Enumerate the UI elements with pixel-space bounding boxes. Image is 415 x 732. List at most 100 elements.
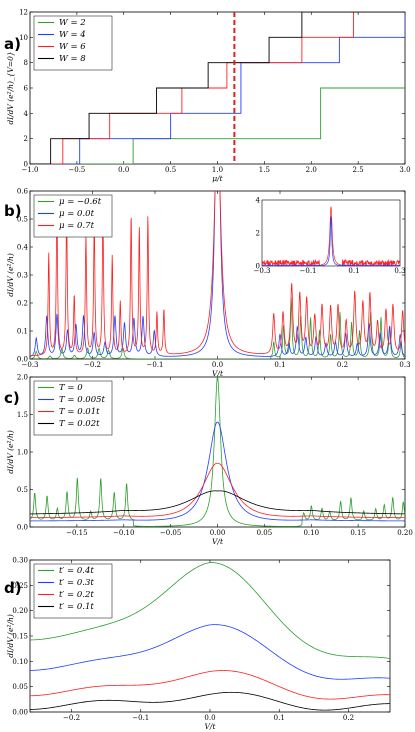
panel-d-axes: d) −0.2 −0.1 0.0 0.1 0.2 0.00 0.05 0.10 0.15 0.20 0… (4, 557, 391, 731)
y-tick-label: 0.05 (12, 683, 28, 691)
series-line-tp3 (30, 691, 390, 711)
y-tick-label: 0.15 (12, 633, 28, 641)
inset-y-tick-label: 4 (256, 197, 261, 205)
x-tick-label: 0.1 (274, 714, 285, 722)
x-tick-label: 0.3 (399, 361, 410, 369)
y-tick-label: 10 (19, 34, 28, 42)
y-axis-label: dI/dV (e²/h)_{V=0} (6, 51, 15, 124)
y-tick-label: 0.4 (17, 244, 29, 252)
y-tick-label: 0.6 (17, 188, 29, 196)
y-tick-label: 0.3 (17, 272, 28, 280)
series-line-mu-0p7 (30, 191, 405, 357)
panel-letter: b) (4, 202, 22, 220)
series-group (30, 191, 405, 359)
y-tick-label: 0 (24, 161, 28, 169)
inset-x-tick-label: −0.1 (300, 267, 317, 275)
legend-box (33, 15, 113, 71)
series-line-tp2 (30, 670, 390, 700)
x-tick-label: 0.5 (165, 166, 176, 174)
series-line-mu-neg0p6 (30, 297, 405, 359)
inset-frame (261, 199, 401, 267)
y-axis-label: dI/dV (e²/h) (6, 614, 15, 658)
x-tick-label: −1.0 (22, 166, 39, 174)
series-group (30, 377, 405, 527)
series-line-tp1 (30, 624, 390, 680)
y-axis-label: dI/dV (e²/h) (6, 253, 15, 297)
series-group (30, 12, 405, 164)
y-tick-label: 0.20 (12, 607, 28, 615)
panel-letter: c) (4, 389, 20, 407)
y-tick-label: 0.00 (12, 709, 28, 717)
y-tick-label: 6 (24, 85, 29, 93)
x-tick-label: 3.0 (399, 166, 410, 174)
y-tick-label: 8 (24, 59, 28, 67)
x-tick-label: −0.1 (132, 714, 149, 722)
x-tick-label: 1.0 (212, 166, 223, 174)
y-axis-label: dI/dV (e²/h) (6, 430, 15, 474)
x-axis-label: V/t (212, 537, 224, 546)
legend-label: T = 0.01t (59, 407, 100, 417)
legend-label: W = 2 (59, 18, 86, 28)
panel-letter: d) (4, 579, 22, 597)
y-tick-label: 0.0 (17, 524, 28, 532)
y-tick-label: 1.0 (17, 449, 28, 457)
x-tick-label: 2.0 (306, 166, 317, 174)
series-line-tp0 (30, 562, 390, 659)
x-tick-label: 0.0 (204, 714, 215, 722)
y-tick-label: 0.2 (17, 300, 28, 308)
inset-line-blue (261, 216, 401, 268)
x-tick-label: 0.10 (303, 529, 319, 537)
legend-box (33, 563, 113, 619)
legend-label: t′ = 0.3t (59, 578, 94, 588)
series-line-T1 (30, 421, 405, 522)
x-tick-label: 0.15 (350, 529, 366, 537)
series-line-mu-0p0 (30, 191, 405, 357)
x-tick-label: 0.0 (118, 166, 129, 174)
x-tick-label: 0.20 (397, 529, 413, 537)
x-tick-label: 0.05 (257, 529, 273, 537)
legend: T = 0 T = 0.005t T = 0.01t T = 0.02t (33, 380, 113, 436)
x-axis-label: μ/t (212, 174, 223, 183)
y-tick-label: 0.10 (12, 658, 28, 666)
legend-label: T = 0.02t (59, 419, 100, 429)
legend-label: t′ = 0.4t (59, 566, 94, 576)
y-tick-label: 0.25 (12, 582, 28, 590)
y-tick-label: 0.5 (17, 216, 28, 224)
legend: W = 2 W = 4 W = 6 W = 8 (33, 15, 113, 71)
series-line-T2 (30, 462, 405, 519)
legend-label: t′ = 0.2t (59, 590, 94, 600)
legend-label: μ = 0.7t (59, 221, 95, 231)
x-tick-label: 0.0 (212, 361, 223, 369)
x-tick-label: −0.10 (113, 529, 134, 537)
y-tick-label: 0.1 (17, 328, 28, 336)
legend-label: μ = 0.0t (59, 209, 95, 219)
x-tick-label: −0.2 (84, 361, 101, 369)
x-tick-label: −0.1 (147, 361, 164, 369)
y-tick-label: 12 (19, 9, 28, 17)
series-line-T3 (30, 490, 405, 515)
inset-y-tick-label: 2 (256, 230, 260, 238)
y-tick-label: 2.0 (17, 374, 28, 382)
y-tick-label: 1.5 (17, 411, 28, 419)
inset-line-red (261, 206, 401, 267)
legend-label: T = 0.005t (59, 395, 106, 405)
legend-label: T = 0 (59, 383, 83, 393)
x-tick-label: −0.3 (22, 361, 39, 369)
legend-label: W = 8 (59, 54, 86, 64)
x-tick-label: 0.1 (274, 361, 285, 369)
legend-box (33, 380, 113, 436)
x-tick-label: 1.5 (259, 166, 270, 174)
legend-label: W = 4 (59, 30, 86, 40)
legend-label: W = 6 (59, 42, 86, 52)
series-line-W4 (30, 12, 405, 164)
y-tick-label: 0.0 (17, 356, 28, 364)
x-axis-label: V/t (205, 722, 217, 731)
series-line-W8 (30, 12, 405, 164)
inset: −0.3 −0.1 0.1 0.3 0 2 4 (254, 197, 406, 276)
y-tick-label: 0.5 (17, 486, 28, 494)
y-tick-label: 4 (24, 110, 29, 118)
legend: μ = −0.6t μ = 0.0t μ = 0.7t (33, 194, 113, 238)
x-tick-label: −0.05 (160, 529, 181, 537)
panel-letter: a) (4, 35, 21, 53)
